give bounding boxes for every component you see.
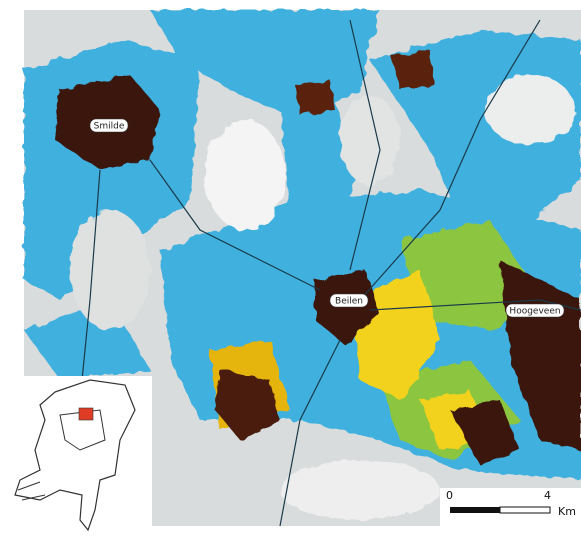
blue-area: [280, 90, 360, 240]
open-area: [280, 460, 440, 520]
road: [369, 299, 581, 311]
open-area: [485, 75, 575, 145]
place-label: Smilde: [94, 122, 125, 132]
road: [149, 159, 321, 291]
scale-unit: Km: [558, 505, 576, 518]
open-area: [70, 210, 150, 330]
road: [279, 339, 341, 527]
scale-start: 0: [446, 489, 453, 502]
urban-area: [450, 400, 520, 465]
inset-coast: [17, 481, 46, 501]
urban-area: [315, 270, 380, 345]
inset-province: [59, 409, 106, 451]
place-label: Hoogeveen: [509, 307, 560, 317]
urban-area: [390, 50, 435, 90]
label-box: [89, 118, 129, 133]
label-box: [329, 293, 369, 308]
place-label: Beilen: [335, 297, 363, 307]
inset-study-area: [78, 407, 94, 421]
open-area: [205, 120, 285, 230]
roads: [79, 19, 581, 527]
road: [359, 19, 541, 301]
inset-country: [14, 379, 136, 532]
scale-end: 4: [544, 489, 551, 502]
scale-segment: [499, 506, 551, 514]
road: [349, 19, 381, 271]
urban-area: [215, 370, 280, 440]
label-box: [505, 303, 565, 318]
urban-area: [295, 80, 335, 115]
scale-segment: [450, 507, 500, 513]
road: [79, 169, 101, 401]
open-area: [340, 95, 400, 185]
